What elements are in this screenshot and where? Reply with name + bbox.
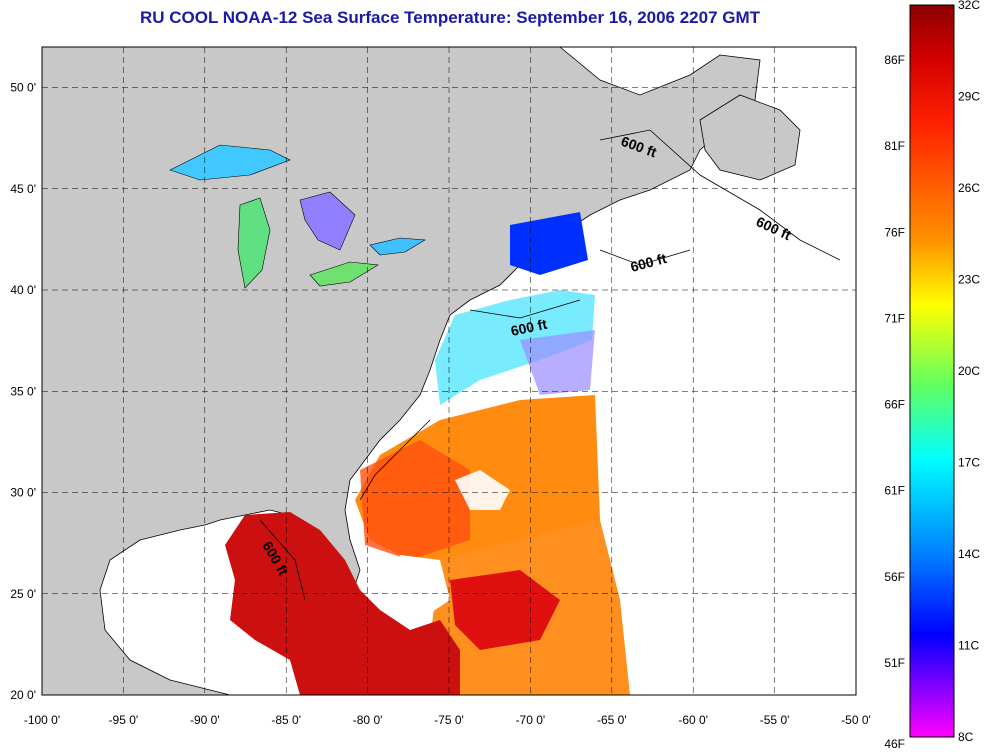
contour-label-3: 600 ft xyxy=(629,250,669,275)
colorbar-celsius-label: 11C xyxy=(958,639,979,653)
longitude-tick-label: -70 0' xyxy=(516,713,546,727)
colorbar-fahrenheit-label: 51F xyxy=(884,656,905,670)
latitude-tick-label: 50 0' xyxy=(10,81,36,95)
map-frame xyxy=(41,46,857,696)
longitude-ticks: -100 0' -95 0' -90 0' -85 0' -80 0' -75 0' -70… xyxy=(24,713,871,727)
colorbar-celsius-label: 20C xyxy=(958,364,980,378)
longitude-tick-label: -65 0' xyxy=(597,713,627,727)
longitude-tick-label: -85 0' xyxy=(271,713,301,727)
map-area: 600 ft 600 ft 600 ft 600 ft 600 ft xyxy=(42,47,841,695)
colorbar-celsius-label: 14C xyxy=(958,547,980,561)
longitude-tick-label: -100 0' xyxy=(24,713,60,727)
latitude-tick-label: 45 0' xyxy=(10,182,36,196)
colorbar-fahrenheit-label: 76F xyxy=(884,225,905,239)
longitude-tick-label: -55 0' xyxy=(760,713,790,727)
north-america-land xyxy=(42,47,761,695)
longitude-tick-label: -60 0' xyxy=(678,713,708,727)
latitude-tick-label: 25 0' xyxy=(10,587,36,601)
colorbar-fahrenheit-label: 71F xyxy=(884,311,905,325)
colorbar-fahrenheit-label: 86F xyxy=(884,53,905,67)
colorbar-celsius-label: 32C xyxy=(958,0,980,12)
colorbar-fahrenheit-label: 61F xyxy=(884,484,905,498)
contour-label-2: 600 ft xyxy=(754,213,794,243)
colorbar-fahrenheit-label: 56F xyxy=(884,570,905,584)
longitude-tick-label: -90 0' xyxy=(190,713,220,727)
longitude-tick-label: -95 0' xyxy=(109,713,139,727)
colorbar-celsius-label: 17C xyxy=(958,456,980,470)
map-title: RU COOL NOAA-12 Sea Surface Temperature:… xyxy=(139,8,761,27)
great-lakes xyxy=(169,144,426,289)
graticule xyxy=(41,47,857,696)
latitude-tick-label: 40 0' xyxy=(10,283,36,297)
latitude-tick-label: 35 0' xyxy=(10,384,36,398)
colorbar-fahrenheit-label: 81F xyxy=(884,139,905,153)
colorbar-celsius-label: 29C xyxy=(958,90,980,104)
colorbar-celsius-label: 8C xyxy=(958,730,974,744)
latitude-tick-label: 20 0' xyxy=(10,688,36,702)
newfoundland-land xyxy=(699,94,801,181)
latitude-ticks: 20 0' 25 0' 30 0' 35 0' 40 0' 45 0' 50 0' xyxy=(10,81,36,703)
contour-label-4: 600 ft xyxy=(509,316,548,339)
colorbar-celsius-label: 23C xyxy=(958,273,980,287)
depth-contour-600ft xyxy=(259,129,841,601)
sst-data xyxy=(225,212,630,695)
colorbar xyxy=(909,4,955,738)
colorbar-fahrenheit-label: 46F xyxy=(884,737,905,751)
longitude-tick-label: -50 0' xyxy=(841,713,871,727)
longitude-tick-label: -75 0' xyxy=(434,713,464,727)
colorbar-ticks: 32C 29C 26C 23C 20C 17C 14C 11C 8C 86F 81F 76F 71F 66… xyxy=(884,0,980,751)
latitude-tick-label: 30 0' xyxy=(10,486,36,500)
colorbar-celsius-label: 26C xyxy=(958,181,980,195)
colorbar-fahrenheit-label: 66F xyxy=(884,398,905,412)
longitude-tick-label: -80 0' xyxy=(353,713,383,727)
